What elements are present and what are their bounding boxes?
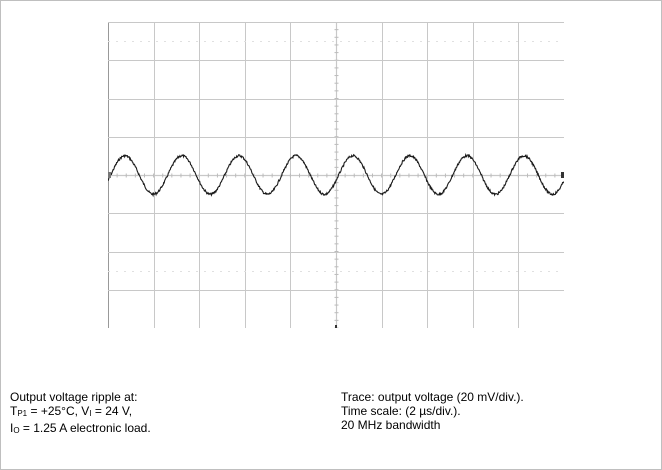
caption-right-line3: 20 MHz bandwidth	[341, 418, 441, 432]
waveform-trace	[108, 152, 564, 198]
caption-left-line3: IO = 1.25 A electronic load.	[10, 421, 151, 435]
caption-conditions: Output voltage ripple at: TP1 = +25°C, V…	[10, 390, 151, 438]
caption-left-line1: Output voltage ripple at:	[10, 390, 138, 404]
caption-left-line2: TP1 = +25°C, VI = 24 V,	[10, 404, 133, 418]
caption-trace-info: Trace: output voltage (20 mV/div.). Time…	[341, 390, 524, 432]
caption-right-line1: Trace: output voltage (20 mV/div.).	[341, 390, 524, 404]
trigger-marker-right	[561, 172, 564, 178]
caption-right-line2: Time scale: (2 µs/div.).	[341, 404, 461, 418]
oscilloscope-plot	[108, 22, 564, 328]
trigger-marker-bottom	[335, 325, 337, 328]
ground-marker-left	[108, 172, 111, 178]
